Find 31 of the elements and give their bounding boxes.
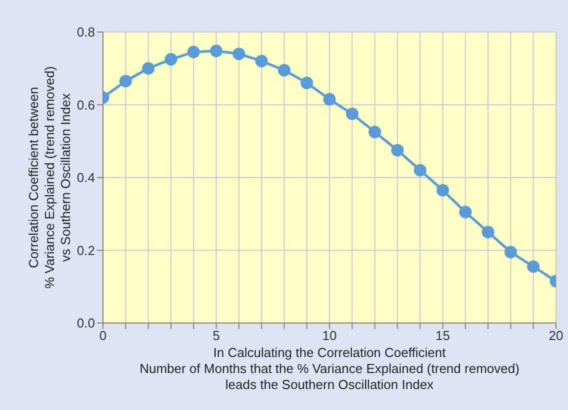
point bbox=[164, 53, 178, 66]
point bbox=[187, 46, 200, 58]
point bbox=[391, 144, 404, 156]
point bbox=[210, 44, 222, 58]
x-tick-label: 10 bbox=[322, 328, 337, 344]
point bbox=[346, 108, 358, 120]
point bbox=[255, 54, 268, 68]
y-tick-label: 0.0 bbox=[76, 316, 95, 331]
point bbox=[232, 48, 246, 60]
x-axis-title: In Calculating the Correlation Coefficient Number of Months that the % Variance Explained (trend removed) leads the Southern Oscillation Index bbox=[140, 345, 520, 392]
point bbox=[119, 74, 132, 88]
y-tick-label: 0.2 bbox=[76, 242, 95, 258]
y-tick-label: 0.4 bbox=[76, 170, 95, 186]
point bbox=[300, 76, 314, 90]
point bbox=[527, 260, 540, 273]
y-tick-label: 0.6 bbox=[76, 97, 95, 112]
x-tick-label: 15 bbox=[436, 328, 450, 344]
point bbox=[278, 64, 290, 76]
x-tick-label: 0 bbox=[99, 328, 107, 344]
point bbox=[323, 93, 336, 106]
point bbox=[459, 206, 472, 218]
point bbox=[504, 246, 517, 258]
point bbox=[368, 126, 382, 138]
y-tick-label: 0.8 bbox=[76, 24, 95, 40]
point bbox=[142, 62, 155, 75]
y-axis-title: Correlation Coefficient between % Variance Explained (trend removed) vs Southern Oscillation Index bbox=[26, 66, 73, 289]
point bbox=[482, 226, 494, 238]
x-tick-label: 20 bbox=[548, 328, 564, 344]
point bbox=[436, 184, 449, 196]
point bbox=[414, 164, 426, 176]
x-tick-label: 5 bbox=[212, 328, 220, 344]
